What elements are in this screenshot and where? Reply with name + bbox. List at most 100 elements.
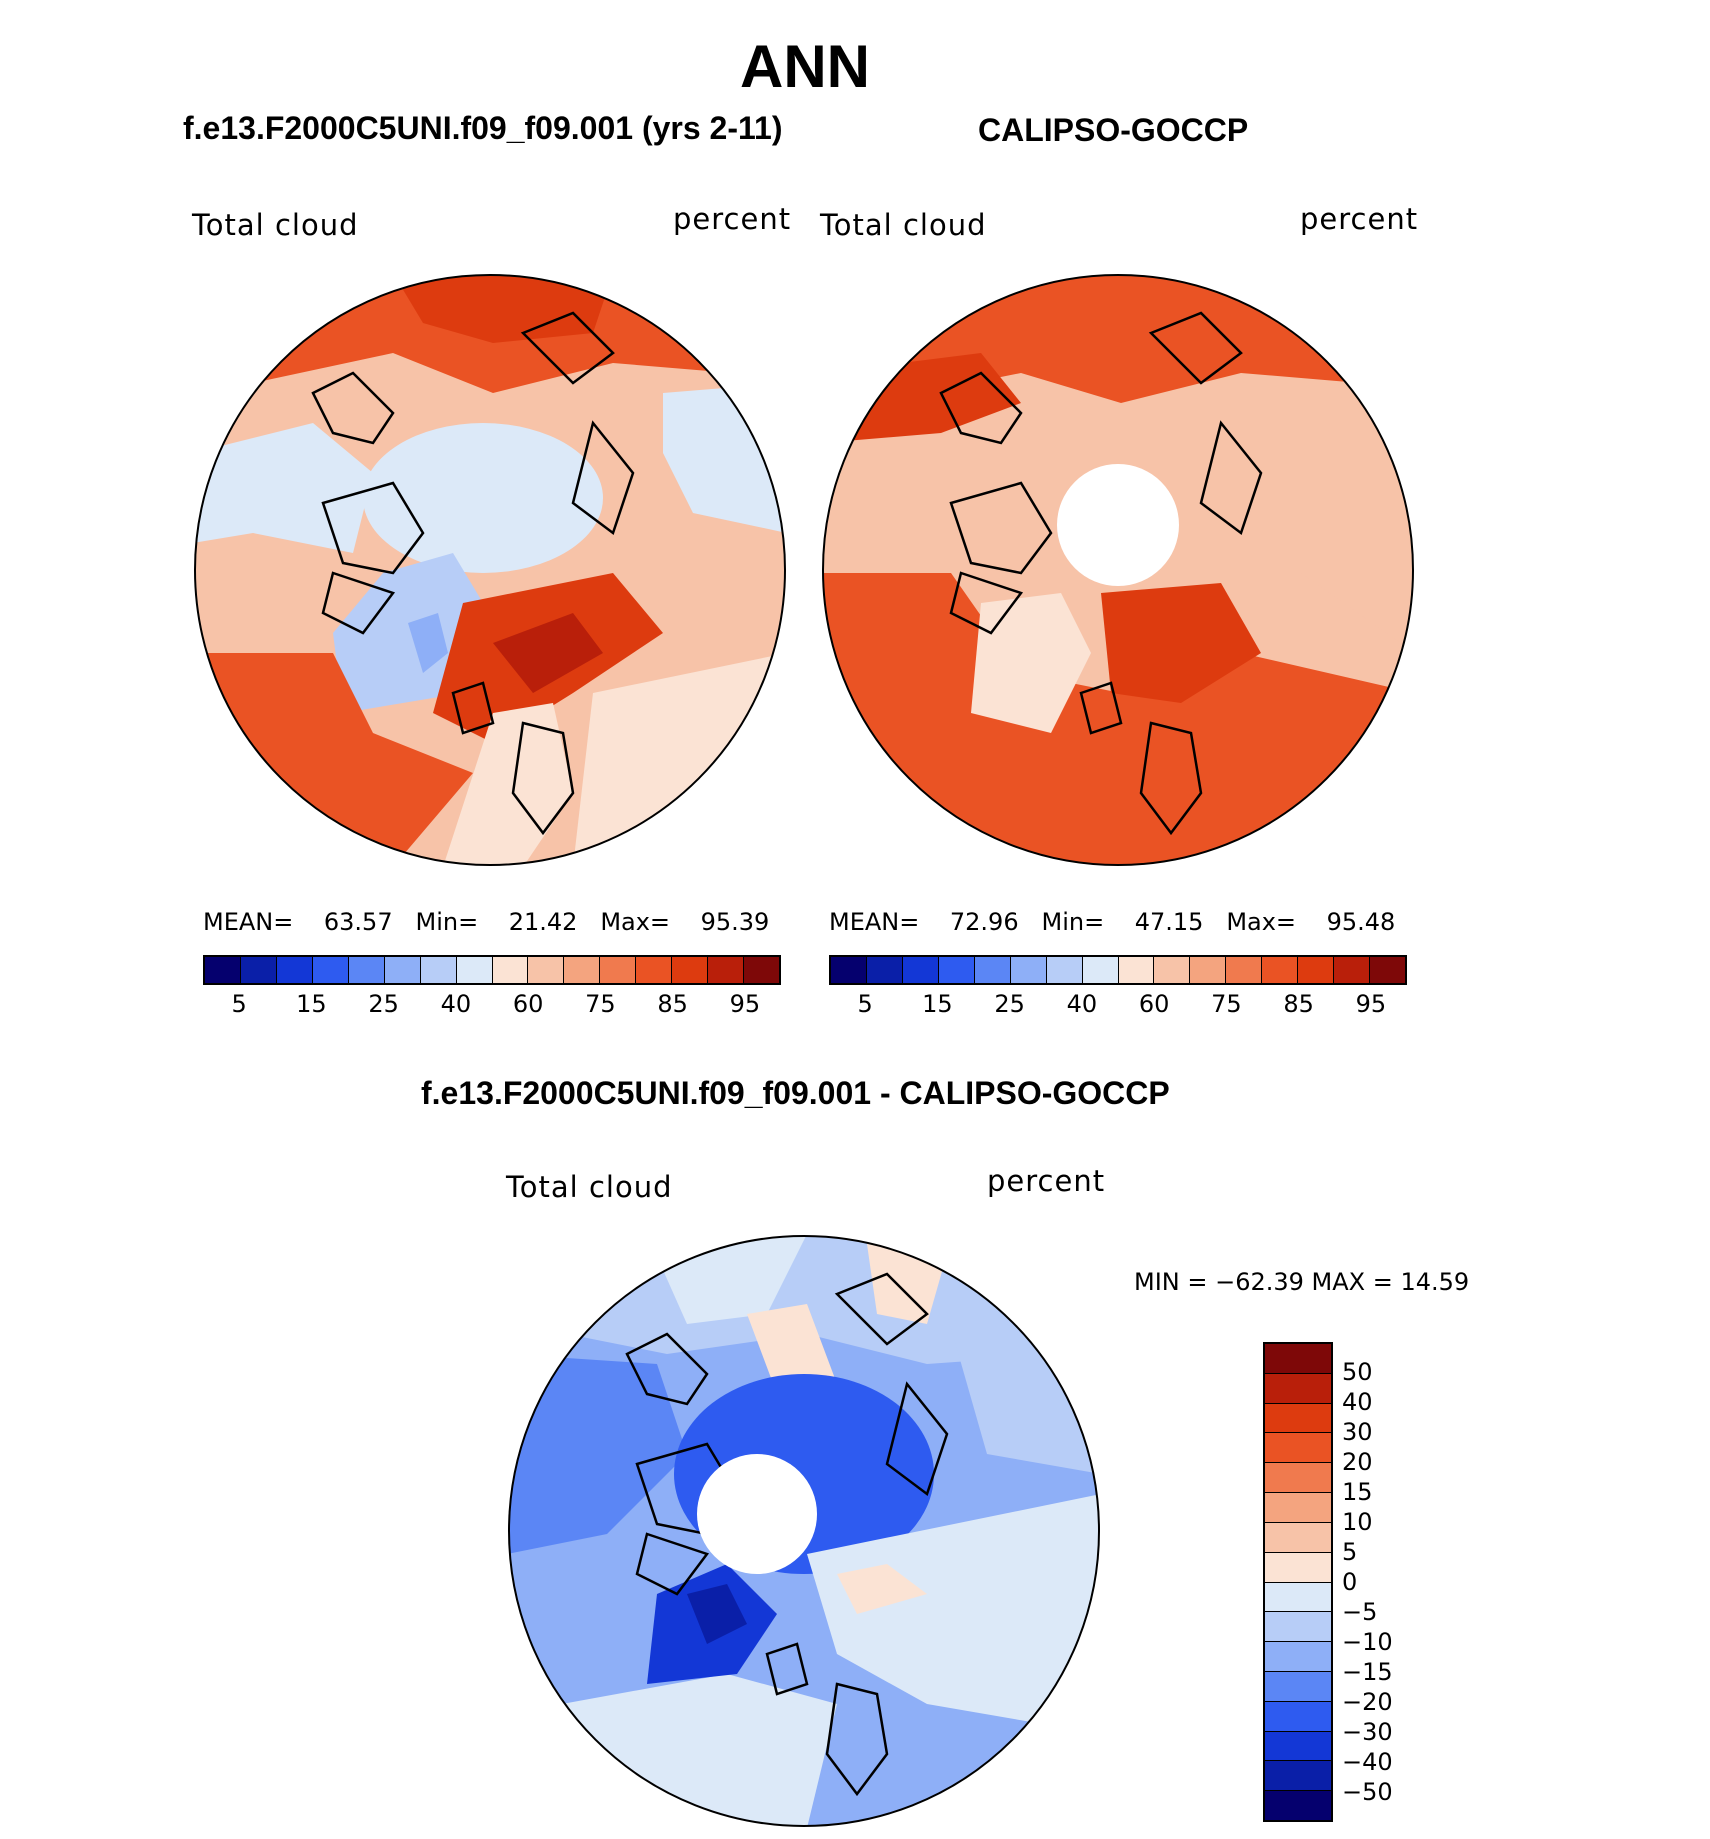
obs-map-field	[1271, 393, 1413, 653]
model-variable-label: Total cloud	[192, 208, 359, 242]
diff-variable-label: Total cloud	[506, 1170, 673, 1204]
page-title: ANN	[740, 33, 870, 100]
diff-colorbar-swatch	[1265, 1433, 1331, 1464]
obs-colorbar-swatch	[1226, 957, 1263, 983]
obs-colorbar-tick-label: 60	[1138, 990, 1170, 1018]
model-map-field	[493, 613, 603, 693]
diff-colorbar-tick-label: 15	[1342, 1478, 1373, 1506]
obs-colorbar-swatch	[1370, 957, 1405, 983]
obs-mean-label: MEAN=	[829, 908, 920, 936]
obs-min-value: 47.15	[1134, 908, 1204, 936]
obs-colorbar-swatch	[1046, 957, 1083, 983]
obs-subtitle: CALIPSO-GOCCP	[978, 112, 1249, 148]
diff-colorbar-tick-label: 0	[1342, 1568, 1358, 1596]
obs-polar-hole	[1057, 464, 1179, 586]
obs-map-border	[822, 274, 1414, 866]
obs-colorbar-swatch	[1154, 957, 1191, 983]
obs-variable-label: Total cloud	[820, 208, 987, 242]
obs-colorbar-swatch	[1190, 957, 1227, 983]
obs-colorbar-swatch	[1082, 957, 1119, 983]
model-mean-label: MEAN=	[203, 908, 294, 936]
model-colorbar-swatch	[708, 957, 745, 983]
diff-colorbar-swatch	[1265, 1761, 1331, 1792]
model-colorbar-swatch	[456, 957, 493, 983]
model-min-value: 21.42	[508, 908, 578, 936]
diff-colorbar-tick-label: 50	[1342, 1358, 1373, 1386]
model-coastlines	[311, 311, 635, 836]
diff-map-field	[687, 1584, 747, 1644]
obs-colorbar-swatch	[902, 957, 939, 983]
model-colorbar-swatch	[205, 957, 241, 983]
obs-polar-map	[822, 274, 1414, 866]
diff-colorbar-swatch	[1265, 1671, 1331, 1702]
diff-colorbar-tick-label: −20	[1342, 1688, 1393, 1716]
model-max-value: 95.39	[700, 908, 770, 936]
model-colorbar-tick-label: 15	[296, 990, 327, 1018]
diff-colorbar-tick-label: 5	[1342, 1538, 1358, 1566]
obs-colorbar-tick-label: 15	[922, 990, 953, 1018]
diff-colorbar	[1263, 1342, 1333, 1822]
obs-map-field	[971, 593, 1091, 733]
model-map-field	[363, 423, 603, 573]
model-colorbar-ticks: 5 15 25 40 60 75 85 95	[203, 990, 781, 1020]
obs-colorbar	[829, 955, 1407, 985]
model-max-label: Max=	[600, 908, 671, 936]
obs-colorbar-swatch	[1118, 957, 1155, 983]
model-colorbar-swatch	[492, 957, 529, 983]
model-min-label: Min=	[415, 908, 479, 936]
model-colorbar-swatch	[564, 957, 601, 983]
diff-colorbar-swatch	[1265, 1582, 1331, 1613]
diff-colorbar-tick-label: 10	[1342, 1508, 1373, 1536]
model-colorbar-tick-label: 25	[368, 990, 399, 1018]
diff-subtitle: f.e13.F2000C5UNI.f09_f09.001 - CALIPSO-G…	[421, 1075, 1170, 1111]
obs-max-value: 95.48	[1326, 908, 1396, 936]
model-colorbar-swatch	[528, 957, 565, 983]
model-colorbar-tick-label: 95	[729, 990, 761, 1018]
obs-coastlines	[939, 311, 1263, 836]
diff-map-field	[867, 1244, 947, 1324]
model-colorbar-swatch	[348, 957, 385, 983]
obs-colorbar-ticks: 5 15 25 40 60 75 85 95	[829, 990, 1407, 1020]
obs-max-label: Max=	[1226, 908, 1297, 936]
obs-colorbar-swatch	[831, 957, 867, 983]
diff-map-field	[509, 1354, 687, 1554]
diff-colorbar-swatch	[1265, 1373, 1331, 1404]
obs-map-field	[823, 573, 1413, 865]
model-colorbar	[203, 955, 781, 985]
obs-colorbar-swatch	[1334, 957, 1371, 983]
diff-colorbar-tick-label: −40	[1342, 1748, 1393, 1776]
diff-colorbar-swatch	[1265, 1642, 1331, 1672]
model-map-field	[408, 613, 448, 673]
model-colorbar-swatch	[276, 957, 313, 983]
diff-colorbar-swatch	[1265, 1731, 1331, 1762]
obs-mean-value: 72.96	[949, 908, 1019, 936]
model-stats: MEAN= 63.57 Min= 21.42 Max= 95.39	[203, 908, 769, 936]
model-colorbar-swatch	[240, 957, 277, 983]
model-colorbar-tick-label: 85	[657, 990, 688, 1018]
diff-colorbar-tick-label: 40	[1342, 1388, 1373, 1416]
obs-colorbar-swatch	[1262, 957, 1299, 983]
model-colorbar-tick-label: 40	[440, 990, 472, 1018]
diff-map-field	[509, 1674, 837, 1826]
obs-min-label: Min=	[1041, 908, 1105, 936]
diff-colorbar-tick-label: −5	[1342, 1598, 1378, 1626]
diff-colorbar-swatch	[1265, 1552, 1331, 1583]
diff-colorbar-tick-label: 20	[1342, 1448, 1373, 1476]
diff-map-field	[747, 1304, 837, 1394]
obs-colorbar-tick-label: 25	[994, 990, 1025, 1018]
diff-units-label: percent	[987, 1164, 1106, 1198]
obs-colorbar-tick-label: 40	[1066, 990, 1098, 1018]
model-colorbar-swatch	[420, 957, 457, 983]
model-colorbar-swatch	[672, 957, 709, 983]
diff-colorbar-tick-label: −10	[1342, 1628, 1393, 1656]
model-colorbar-swatch	[384, 957, 421, 983]
diff-map-field	[837, 1564, 927, 1614]
diff-colorbar-swatch	[1265, 1791, 1331, 1820]
obs-colorbar-swatch	[974, 957, 1011, 983]
diff-colorbar-tick-label: −15	[1342, 1658, 1393, 1686]
model-colorbar-tick-label: 60	[512, 990, 544, 1018]
diff-minmax: MIN = −62.39 MAX = 14.59	[1134, 1268, 1470, 1296]
diff-colorbar-swatch	[1265, 1701, 1331, 1732]
diff-map-border	[508, 1235, 1100, 1827]
model-map-field	[443, 703, 573, 865]
